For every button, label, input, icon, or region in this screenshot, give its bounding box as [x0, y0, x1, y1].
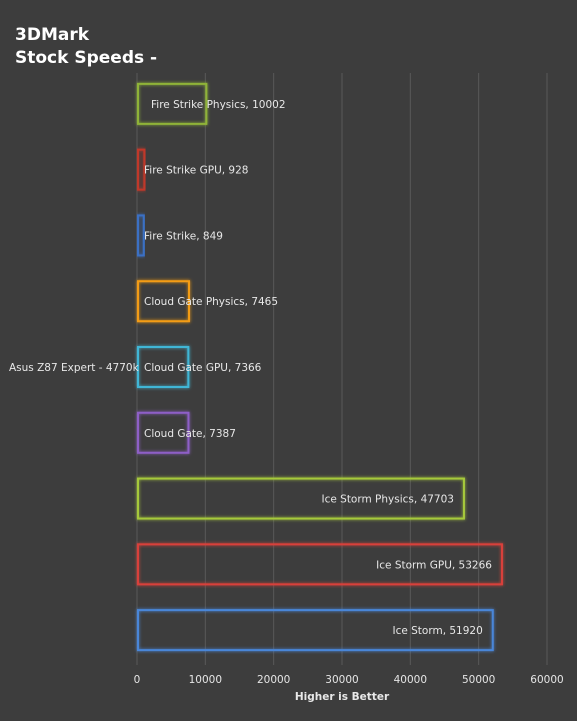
bar-ice-storm	[137, 609, 494, 652]
x-tick-label: 10000	[189, 674, 222, 686]
x-tick-label: 0	[134, 674, 141, 686]
data-label-cloud-gate: Cloud Gate, 7387	[144, 428, 236, 440]
x-tick-label: 20000	[257, 674, 290, 686]
bar-cloud-gate	[137, 411, 190, 454]
data-label-fire-strike-physics: Fire Strike Physics, 10002	[151, 99, 286, 111]
x-axis-title: Higher is Better	[295, 691, 390, 703]
bar-fire-strike-physics	[137, 82, 208, 125]
bar-ice-storm-physics	[137, 477, 465, 520]
gridlines	[136, 73, 548, 665]
bar-ice-storm-gpu	[137, 543, 503, 586]
bar-fire-strike-gpu	[137, 148, 146, 191]
chart-title: 3DMark Stock Speeds -	[15, 25, 158, 68]
bar-cloud-gate-physics	[137, 280, 191, 323]
bar-fire-strike	[137, 214, 145, 257]
x-tick-label: 60000	[530, 674, 563, 686]
data-label-ice-storm-physics: Ice Storm Physics, 47703	[321, 494, 453, 506]
data-label-fire-strike-gpu: Fire Strike GPU, 928	[144, 165, 248, 177]
category-label: Asus Z87 Expert - 4770k	[9, 362, 140, 374]
bars: Fire Strike Physics, 10002 Fire Strike GP…	[137, 82, 503, 652]
x-tick-label: 40000	[394, 674, 427, 686]
bar-cloud-gate-gpu	[137, 346, 190, 388]
data-label-ice-storm-gpu: Ice Storm GPU, 53266	[376, 559, 492, 571]
data-label-cloud-gate-gpu: Cloud Gate GPU, 7366	[144, 362, 262, 374]
data-label-ice-storm: Ice Storm, 51920	[392, 625, 482, 637]
x-tick-label: 50000	[462, 674, 495, 686]
data-label-cloud-gate-physics: Cloud Gate Physics, 7465	[144, 296, 278, 308]
x-tick-label: 30000	[325, 674, 358, 686]
data-label-fire-strike: Fire Strike, 849	[144, 230, 223, 242]
x-tick-labels: 0 10000 20000 30000 40000 50000 60000	[134, 674, 564, 686]
